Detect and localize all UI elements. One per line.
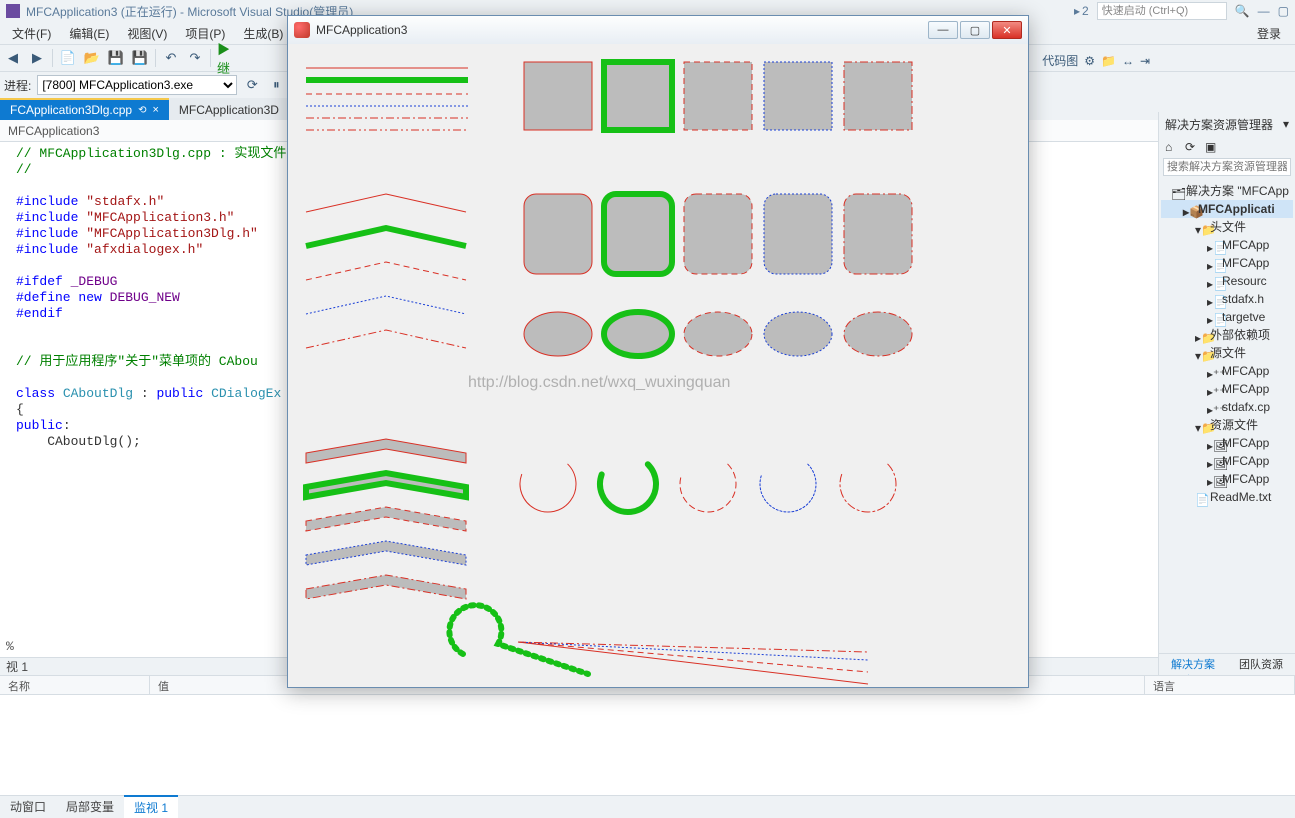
redo-icon[interactable]: ↷ — [186, 49, 204, 67]
solution-search-input[interactable] — [1163, 158, 1291, 176]
mfc-app-window: MFCApplication3 — ▢ ✕ http://blog.csdn.n… — [287, 15, 1029, 688]
scope-label: MFCApplication3 — [8, 124, 99, 138]
pin-icon[interactable]: ⟲ — [138, 105, 146, 116]
bottom-tab-row: 动窗口 局部变量 监视 1 — [0, 795, 1295, 817]
nav-back-icon[interactable]: ◀ — [4, 49, 22, 67]
percent-label: % — [0, 637, 20, 657]
undo-icon[interactable]: ↶ — [162, 49, 180, 67]
login-link[interactable]: 登录 — [1257, 25, 1291, 42]
solution-toolbar: ⌂ ⟳ ▣ — [1159, 136, 1295, 158]
tool-icon[interactable]: 📁 — [1101, 54, 1116, 68]
menu-build[interactable]: 生成(B) — [235, 23, 291, 44]
maximize-button[interactable]: ▢ — [1278, 4, 1289, 18]
close-icon[interactable]: × — [152, 104, 158, 116]
tab-solution[interactable]: 解决方案资... — [1159, 654, 1227, 675]
codemap-button[interactable]: 代码图 — [1042, 52, 1078, 69]
tool-icon[interactable]: ⚙ — [1084, 54, 1095, 68]
search-icon[interactable]: 🔍 — [1235, 4, 1250, 18]
tool-icon[interactable]: ⇥ — [1140, 54, 1150, 68]
menu-view[interactable]: 视图(V) — [119, 23, 175, 44]
collapse-icon[interactable]: ▣ — [1205, 140, 1219, 154]
mfc-client-area: http://blog.csdn.net/wxq_wuxingquan — [288, 44, 1028, 687]
mfc-title-bar[interactable]: MFCApplication3 — ▢ ✕ — [288, 16, 1028, 44]
right-toolbar-cluster: 代码图 ⚙ 📁 ↔ ⇥ — [1042, 52, 1150, 69]
tab-active[interactable]: FCApplication3Dlg.cpp ⟲ × — [0, 98, 169, 120]
solution-tree[interactable]: 🗂解决方案 "MFCApp▸📦MFCApplicati▾📁头文件▸📄MFCApp… — [1159, 180, 1295, 508]
col-name[interactable]: 名称 — [0, 676, 150, 694]
continue-icon[interactable]: ▶ 继 — [217, 49, 235, 67]
mfc-caption: MFCApplication3 — [316, 23, 407, 37]
tab-locals[interactable]: 局部变量 — [56, 796, 124, 817]
home-icon[interactable]: ⌂ — [1165, 140, 1179, 154]
save-all-icon[interactable]: 💾 — [131, 49, 149, 67]
close-button[interactable]: ✕ — [992, 21, 1022, 39]
save-icon[interactable]: 💾 — [107, 49, 125, 67]
pause-icon[interactable]: ⏸ — [267, 76, 285, 94]
solution-explorer-title: 解决方案资源管理器▾ — [1159, 112, 1295, 136]
solution-explorer: 解决方案资源管理器▾ ⌂ ⟳ ▣ 🗂解决方案 "MFCApp▸📦MFCAppli… — [1158, 112, 1295, 675]
col-lang[interactable]: 语言 — [1145, 676, 1295, 694]
gdi-drawing-canvas — [288, 44, 1028, 688]
minimize-button[interactable]: — — [1258, 4, 1270, 18]
menu-file[interactable]: 文件(F) — [4, 23, 59, 44]
maximize-button[interactable]: ▢ — [960, 21, 990, 39]
dropdown-icon[interactable]: ▾ — [1283, 117, 1289, 131]
process-select[interactable]: [7800] MFCApplication3.exe — [37, 75, 237, 95]
open-icon[interactable]: 📂 — [83, 49, 101, 67]
refresh-icon[interactable]: ⟳ — [243, 76, 261, 94]
vs-icon — [6, 4, 20, 18]
new-file-icon[interactable]: 📄 — [59, 49, 77, 67]
watch-title: 视 1 — [6, 658, 28, 675]
tab-label: MFCApplication3D — [179, 103, 279, 117]
menu-edit[interactable]: 编辑(E) — [61, 23, 117, 44]
process-label: 进程: — [4, 77, 31, 94]
tool-icon[interactable]: ↔ — [1122, 54, 1134, 68]
tab-inactive[interactable]: MFCApplication3D — [169, 98, 289, 120]
app-icon — [294, 22, 310, 38]
tab-watch1[interactable]: 监视 1 — [124, 795, 178, 818]
tab-team[interactable]: 团队资源 — [1227, 654, 1295, 675]
nav-fwd-icon[interactable]: ▶ — [28, 49, 46, 67]
refresh-icon[interactable]: ⟳ — [1185, 140, 1199, 154]
notification-flag[interactable]: ▸ 2 — [1074, 4, 1089, 18]
quick-launch-input[interactable]: 快速启动 (Ctrl+Q) — [1097, 2, 1227, 20]
minimize-button[interactable]: — — [928, 21, 958, 39]
tab-autos[interactable]: 动窗口 — [0, 796, 56, 817]
tab-label: FCApplication3Dlg.cpp — [10, 103, 132, 117]
